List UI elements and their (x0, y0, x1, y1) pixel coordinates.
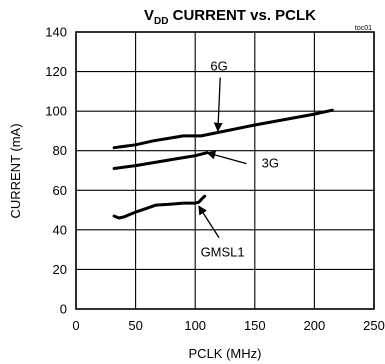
chart-title-rest: CURRENT vs. PCLK (168, 7, 316, 24)
x-tick-label: 200 (304, 318, 326, 333)
series-line-6g (112, 108, 334, 150)
series-label-3g: 3G (262, 156, 279, 171)
x-tick-label: 100 (184, 318, 206, 333)
series-label-gmsl1: GMSL1 (201, 245, 245, 260)
x-tick-label: 250 (363, 318, 385, 333)
tick-layer: 0 50 100 150 200 250 0 20 40 60 80 100 120 140 (45, 25, 385, 334)
grid-layer (75, 31, 375, 310)
annotation-layer: 6G 3G GMSL1 (198, 59, 279, 260)
y-tick-label: 80 (53, 143, 67, 158)
y-tick-label: 60 (53, 183, 67, 198)
annotation-arrow-gmsl1 (198, 205, 220, 239)
plot-frame (75, 31, 375, 310)
y-tick-label: 100 (45, 104, 67, 119)
y-tick-label: 20 (53, 262, 67, 277)
x-tick-label: 50 (128, 318, 142, 333)
x-tick-label: 150 (244, 318, 266, 333)
y-axis-label: CURRENT (mA) (8, 123, 23, 218)
series-line-3g (112, 151, 209, 170)
chart-title-main: V (144, 7, 154, 24)
series-line-gmsl1 (112, 194, 207, 220)
y-tick-label: 140 (45, 25, 67, 40)
chart-title: VDD CURRENT vs. PCLK (144, 7, 316, 27)
figure-tag: toc01 (355, 25, 372, 32)
annotation-arrow-6g (213, 77, 223, 132)
chart-title-subscript: DD (154, 16, 168, 27)
y-tick-label: 40 (53, 222, 67, 237)
series-label-6g: 6G (210, 59, 227, 74)
y-tick-label: 120 (45, 64, 67, 79)
annotation-arrow-3g (206, 150, 247, 165)
x-axis-label: PCLK (MHz) (189, 346, 262, 361)
y-tick-label: 0 (60, 302, 67, 317)
x-tick-label: 0 (72, 318, 79, 333)
series-layer (112, 108, 334, 220)
